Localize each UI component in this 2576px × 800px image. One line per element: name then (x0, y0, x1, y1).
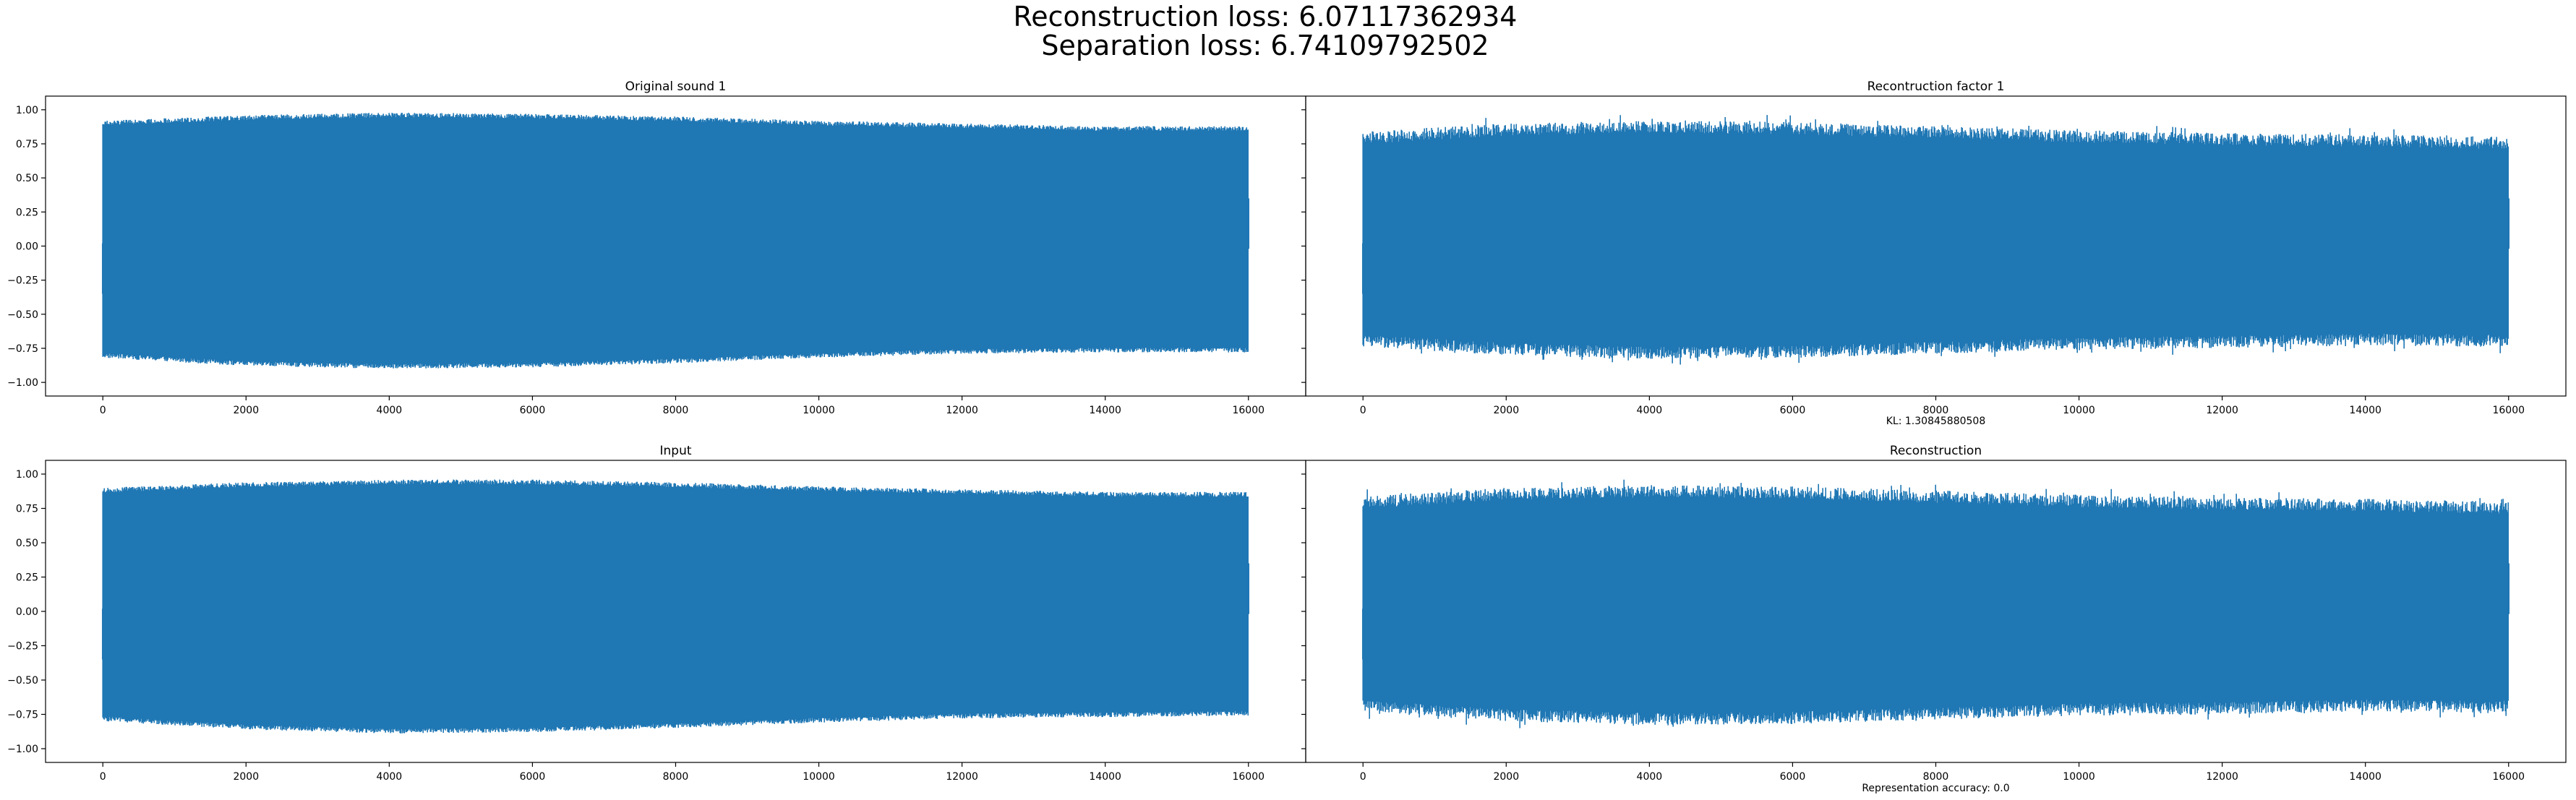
subplot-2: Recontruction factor 1 0 2000 4000 6000 8000 1… (1301, 79, 2567, 427)
x-tick-label: 6000 (1780, 771, 1806, 783)
y-tick-label: 0.75 (16, 504, 38, 515)
subplot-footnote: KL: 1.30845880508 (1886, 416, 1985, 427)
x-tick-label: 8000 (1923, 405, 1949, 416)
y-axis: 1.00 0.75 0.50 0.25 0.00 −0.25 −0.50 −0.75 −1.00 (7, 469, 46, 755)
waveform-line (102, 479, 1249, 734)
waveform-line (102, 113, 1249, 369)
y-tick-label: 0.50 (16, 538, 38, 549)
y-axis: 1.00 0.75 0.50 0.25 0.00 −0.25 −0.50 −0.75 −1.00 (7, 105, 46, 389)
x-tick-label: 14000 (2349, 771, 2382, 783)
subplot-3: Input 0 2000 4000 6000 8000 10000 12000 14000 160… (7, 444, 1306, 783)
y-tick-label: −0.50 (7, 309, 38, 321)
y-tick-label: 1.00 (16, 469, 38, 481)
x-tick-label: 2000 (1493, 405, 1519, 416)
x-tick-label: 8000 (663, 405, 689, 416)
x-tick-label: 4000 (377, 405, 403, 416)
x-tick-label: 14000 (1089, 405, 1121, 416)
y-tick-label: 1.00 (16, 105, 38, 116)
y-tick-label: 0.25 (16, 572, 38, 584)
waveform-line (1362, 115, 2509, 365)
y-tick-label: 0.25 (16, 207, 38, 218)
y-axis (1301, 109, 1306, 383)
x-tick-label: 4000 (1637, 771, 1663, 783)
subplot-title: Recontruction factor 1 (1867, 79, 2005, 94)
y-tick-label: −0.50 (7, 675, 38, 687)
y-tick-label: 0.75 (16, 139, 38, 150)
x-axis: 0 2000 4000 6000 8000 10000 12000 14000 16000 (1360, 762, 2525, 783)
x-tick-label: 10000 (2063, 771, 2095, 783)
x-tick-label: 0 (100, 405, 106, 416)
waveform-series (1361, 115, 2510, 365)
x-tick-label: 0 (100, 771, 106, 783)
y-tick-label: 0.00 (16, 241, 38, 253)
y-tick-label: −0.25 (7, 275, 38, 287)
subplot-4: Reconstruction 0 2000 4000 6000 8000 10000 1200… (1301, 444, 2567, 794)
waveform-series (101, 113, 1250, 369)
x-axis: 0 2000 4000 6000 8000 10000 12000 14000 16000 (100, 762, 1265, 783)
waveform-series (1361, 479, 2510, 728)
x-axis: 0 2000 4000 6000 8000 10000 12000 14000 16000 (100, 396, 1265, 416)
subplot-title: Original sound 1 (625, 79, 727, 94)
x-tick-label: 10000 (803, 771, 835, 783)
y-axis (1301, 473, 1306, 749)
y-tick-label: 0.50 (16, 173, 38, 184)
x-tick-label: 8000 (1923, 771, 1949, 783)
x-tick-label: 4000 (1637, 405, 1663, 416)
x-tick-label: 12000 (2206, 405, 2238, 416)
x-tick-label: 0 (1360, 405, 1366, 416)
x-tick-label: 6000 (1780, 405, 1806, 416)
suptitle-line-1: Reconstruction loss: 6.07117362934 (1014, 1, 1518, 33)
waveform-series (101, 479, 1250, 734)
x-tick-label: 8000 (663, 771, 689, 783)
x-tick-label: 10000 (2063, 405, 2095, 416)
y-tick-label: −0.25 (7, 641, 38, 653)
x-tick-label: 14000 (2349, 405, 2382, 416)
x-tick-label: 16000 (1232, 405, 1265, 416)
waveform-line (1362, 479, 2509, 728)
x-tick-label: 6000 (520, 405, 546, 416)
y-tick-label: −0.75 (7, 710, 38, 721)
x-tick-label: 12000 (2206, 771, 2238, 783)
y-tick-label: −0.75 (7, 343, 38, 355)
suptitle-line-2: Separation loss: 6.74109792502 (1041, 30, 1489, 61)
x-tick-label: 16000 (2492, 771, 2525, 783)
y-tick-label: −1.00 (7, 377, 38, 389)
x-tick-label: 4000 (377, 771, 403, 783)
x-tick-label: 2000 (233, 405, 259, 416)
subplot-grid: Original sound 1 0 2000 4000 6000 8000 10000 12… (7, 79, 2567, 794)
x-tick-label: 10000 (803, 405, 835, 416)
x-tick-label: 0 (1360, 771, 1366, 783)
x-tick-label: 16000 (2492, 405, 2525, 416)
subplot-1: Original sound 1 0 2000 4000 6000 8000 10000 12… (7, 79, 1306, 416)
subplot-title: Reconstruction (1890, 444, 1982, 458)
x-tick-label: 12000 (946, 771, 978, 783)
subplot-footnote: Representation accuracy: 0.0 (1862, 783, 2009, 794)
y-tick-label: 0.00 (16, 606, 38, 618)
x-tick-label: 2000 (233, 771, 259, 783)
x-tick-label: 6000 (520, 771, 546, 783)
subplot-title: Input (659, 444, 691, 458)
x-tick-label: 14000 (1089, 771, 1121, 783)
x-tick-label: 2000 (1493, 771, 1519, 783)
y-tick-label: −1.00 (7, 744, 38, 755)
x-tick-label: 12000 (946, 405, 978, 416)
figure-suptitle: Reconstruction loss: 6.07117362934 Separ… (1014, 1, 1518, 61)
x-axis: 0 2000 4000 6000 8000 10000 12000 14000 16000 (1360, 396, 2525, 416)
x-tick-label: 16000 (1232, 771, 1265, 783)
